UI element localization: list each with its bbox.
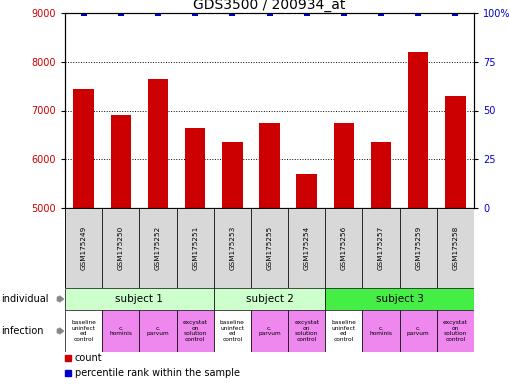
Text: GSM175258: GSM175258 [453,226,459,270]
Text: c.
hominis: c. hominis [370,326,392,336]
Text: GSM175252: GSM175252 [155,226,161,270]
Bar [185,127,205,208]
Text: GSM175250: GSM175250 [118,226,124,270]
Bar [73,89,94,208]
Text: c.
hominis: c. hominis [109,326,132,336]
Bar [400,208,437,288]
Text: GSM175251: GSM175251 [192,226,198,270]
Bar [437,310,474,352]
Bar [65,208,102,288]
Bar [296,174,317,208]
Bar [65,288,214,310]
Bar [102,208,139,288]
Text: c.
parvum: c. parvum [258,326,281,336]
Bar [65,310,102,352]
Text: GSM175259: GSM175259 [415,226,421,270]
Text: excystat
on
solution
control: excystat on solution control [294,320,319,342]
Bar [333,122,354,208]
Bar [177,310,214,352]
Text: individual: individual [1,294,48,304]
Bar [325,208,362,288]
Title: GDS3500 / 200934_at: GDS3500 / 200934_at [193,0,346,12]
Bar [288,208,325,288]
Text: subject 3: subject 3 [376,294,423,304]
Text: GSM175256: GSM175256 [341,226,347,270]
Text: baseline
uninfect
ed
control: baseline uninfect ed control [331,320,356,342]
Text: GSM175255: GSM175255 [267,226,272,270]
Text: subject 1: subject 1 [116,294,163,304]
Bar [371,142,391,208]
Bar [325,288,474,310]
Text: c.
parvum: c. parvum [407,326,430,336]
Text: excystat
on
solution
control: excystat on solution control [183,320,208,342]
Bar [214,208,251,288]
Bar [214,310,251,352]
Bar [437,208,474,288]
Text: baseline
uninfect
ed
control: baseline uninfect ed control [220,320,245,342]
Bar [222,142,243,208]
Text: excystat
on
solution
control: excystat on solution control [443,320,468,342]
Text: subject 2: subject 2 [245,294,293,304]
Text: count: count [75,353,103,363]
Bar [110,115,131,208]
Bar [251,208,288,288]
Bar [362,208,400,288]
Bar [259,122,280,208]
Text: GSM175253: GSM175253 [230,226,235,270]
Bar [445,96,466,208]
Text: infection: infection [1,326,43,336]
Text: GSM175257: GSM175257 [378,226,384,270]
Text: c.
parvum: c. parvum [147,326,169,336]
Text: percentile rank within the sample: percentile rank within the sample [75,368,240,378]
Bar [139,310,177,352]
Bar [102,310,139,352]
Bar [288,310,325,352]
Bar [251,310,288,352]
Bar [408,52,429,208]
Text: GSM175254: GSM175254 [304,226,309,270]
Bar [362,310,400,352]
Text: baseline
uninfect
ed
control: baseline uninfect ed control [71,320,96,342]
Bar [148,79,168,208]
Bar [400,310,437,352]
Bar [139,208,177,288]
Bar [177,208,214,288]
Text: GSM175249: GSM175249 [80,226,87,270]
Bar [325,310,362,352]
Bar [214,288,325,310]
